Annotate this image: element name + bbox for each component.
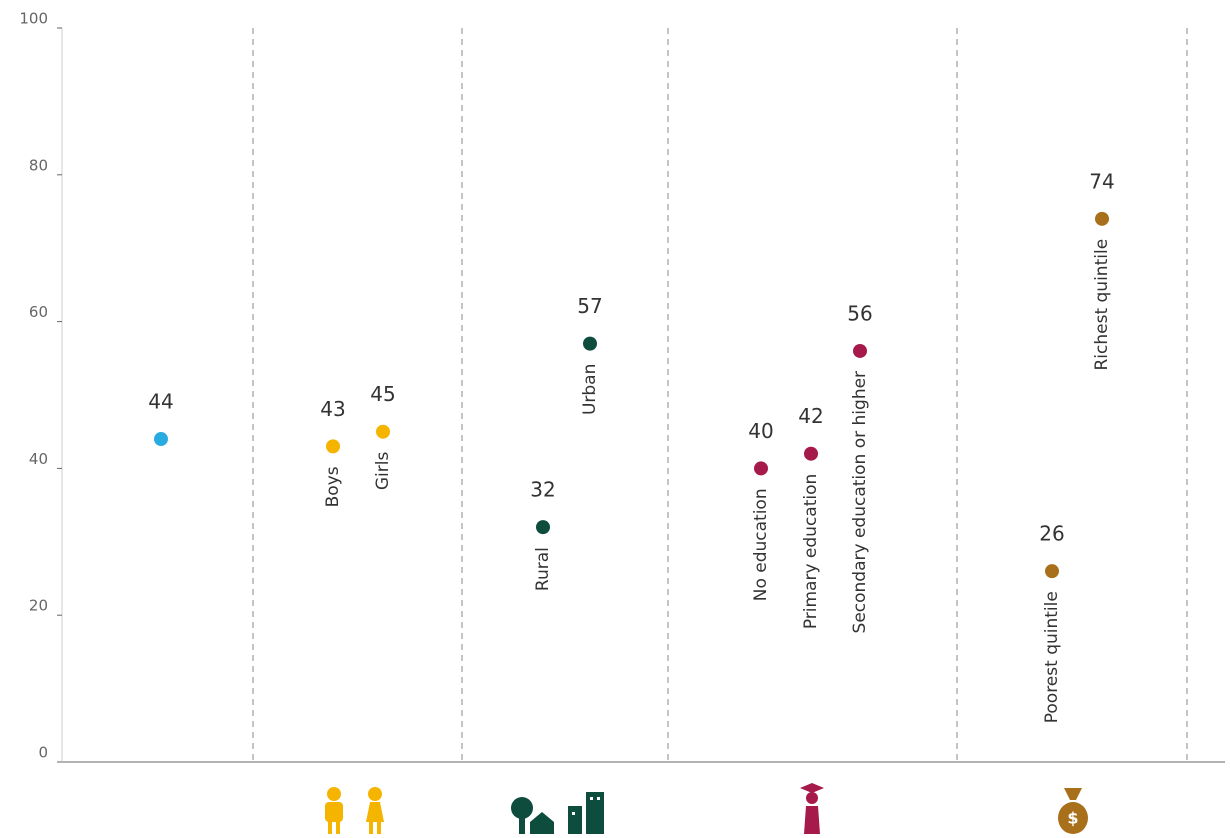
dot xyxy=(154,432,168,447)
category-label: Boys xyxy=(323,466,343,507)
category-label: Urban xyxy=(580,364,600,415)
value-label: 42 xyxy=(798,404,823,428)
value-label: 56 xyxy=(847,301,872,325)
y-tick-label: 20 xyxy=(29,597,48,615)
value-label: 74 xyxy=(1089,169,1114,193)
value-label: 44 xyxy=(148,390,173,414)
category-label: Girls xyxy=(373,452,393,491)
category-label: Secondary education or higher xyxy=(850,371,870,634)
y-tick-label: 0 xyxy=(38,744,48,762)
dot xyxy=(376,424,390,439)
value-label: 32 xyxy=(530,478,555,502)
value-label: 40 xyxy=(748,419,773,443)
icon-children xyxy=(325,787,384,834)
dot xyxy=(326,439,340,454)
icon-rural-urban xyxy=(511,792,604,834)
dot xyxy=(583,336,597,351)
y-tick-label: 80 xyxy=(29,156,48,174)
dividers xyxy=(252,28,1188,762)
value-label: 26 xyxy=(1039,522,1064,546)
dot xyxy=(754,461,768,476)
icon-education xyxy=(800,783,824,834)
value-label: 57 xyxy=(577,294,602,318)
category-label: Richest quintile xyxy=(1092,239,1112,371)
value-label: 43 xyxy=(320,397,345,421)
dot xyxy=(1095,211,1109,226)
value-label: 45 xyxy=(370,382,395,406)
y-tick-label: 40 xyxy=(29,450,48,468)
y-tick-label: 60 xyxy=(29,303,48,321)
category-label: Poorest quintile xyxy=(1042,591,1062,723)
icon-wealth: $ xyxy=(1058,788,1088,834)
category-label: Rural xyxy=(533,547,553,591)
category-label: Primary education xyxy=(801,474,821,629)
dot xyxy=(853,343,867,358)
svg-text:$: $ xyxy=(1067,809,1078,828)
dot xyxy=(536,520,550,535)
category-label: No education xyxy=(751,488,771,601)
dot xyxy=(1045,564,1059,579)
dot xyxy=(804,446,818,461)
y-tick-label: 100 xyxy=(19,10,48,28)
